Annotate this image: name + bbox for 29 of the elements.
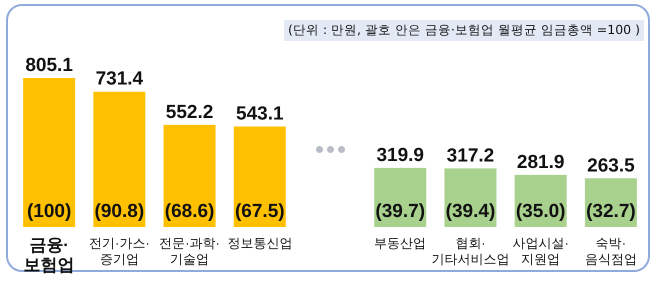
x-tick-label: 전문·과학· 기술업 (159, 236, 220, 266)
bar (23, 78, 76, 227)
data-label: 805.1 (25, 55, 74, 76)
annotation: (35.0) (516, 201, 566, 222)
x-tick-label: 전기·가스· 증기업 (88, 236, 150, 266)
bar (164, 124, 216, 227)
x-tick-label: 협회· 기타서비스업 (431, 236, 510, 266)
bar (93, 92, 146, 227)
x-tick-label: 숙박· 음식점업 (584, 236, 637, 266)
annotation: (90.8) (94, 201, 144, 222)
data-label: 731.4 (96, 68, 144, 90)
x-tick-label: 부동산업 (374, 236, 426, 250)
annotation: (68.6) (164, 201, 214, 222)
data-label: 317.2 (446, 145, 494, 166)
data-label: 281.9 (516, 152, 564, 173)
data-label: 552.2 (166, 102, 214, 123)
annotation: (39.7) (375, 201, 426, 222)
bar (234, 126, 286, 227)
data-label: 543.1 (236, 104, 284, 125)
text: (단위 : 만원, 괄호 안은 금융·보험업 월평균 임금총액 =100 ) (284, 20, 644, 41)
annotation: (32.7) (586, 201, 636, 222)
annotation: (67.5) (234, 201, 285, 222)
data-label: 263.5 (587, 155, 636, 176)
annotation: (100) (26, 201, 72, 222)
annotation: (39.4) (446, 201, 496, 222)
x-tick-label: 금융· 보험업 (24, 236, 75, 274)
x-tick-label: 정보통신업 (227, 236, 292, 250)
data-label: 319.9 (376, 144, 424, 166)
x-tick-label: 사업시설· 지원업 (512, 236, 569, 266)
